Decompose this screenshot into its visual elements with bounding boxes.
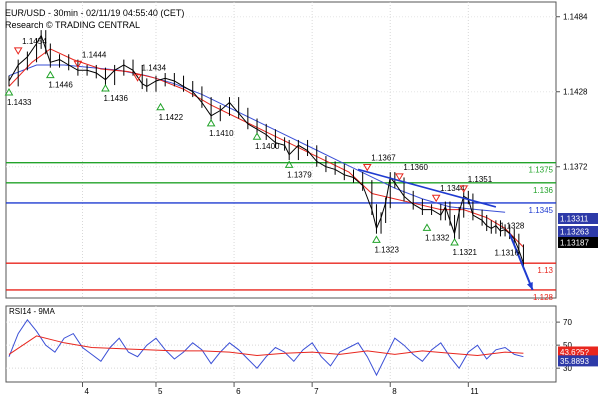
rsi-axis-tag-label: 35.8893 <box>560 357 589 366</box>
forecast-arrow-head <box>526 281 533 290</box>
swing-high-marker <box>395 173 404 181</box>
swing-low-label: 1.1410 <box>209 129 234 138</box>
x-tick-label: 8 <box>392 387 397 396</box>
price-panel-frame <box>5 1 557 299</box>
swing-high-marker <box>431 194 441 203</box>
rsi-y-tick-label: 50 <box>563 341 572 350</box>
swing-low-marker <box>101 84 110 92</box>
swing-low-marker <box>156 102 165 111</box>
swing-low-marker <box>284 160 294 168</box>
price-axis-tag-label: 1.13263 <box>560 228 589 237</box>
swing-low-marker <box>4 88 14 96</box>
level-label-resistance: 1.136 <box>533 186 554 195</box>
price-axis-tag <box>558 213 598 224</box>
swing-low-marker <box>206 118 216 127</box>
minor-high-label: 1.1328 <box>500 222 525 231</box>
swing-low-label: 1.1400 <box>255 142 280 151</box>
rsi-panel-title: RSI14 - 9MA <box>9 307 55 316</box>
resistance-trendline <box>357 168 497 208</box>
x-tick-label: 11 <box>470 387 479 396</box>
swing-low-label: 1.1422 <box>159 113 184 122</box>
swing-high-marker <box>362 163 372 172</box>
price-y-tick-label: 1.1428 <box>563 88 588 97</box>
price-axis-tag <box>558 226 598 237</box>
swing-high-marker <box>73 60 83 69</box>
ma-fast-line <box>8 48 524 248</box>
swing-low-label: 1.1323 <box>374 245 399 254</box>
x-tick-label: 7 <box>314 387 319 396</box>
swing-low-label: 1.1433 <box>7 98 32 107</box>
swing-low-label: 1.1436 <box>103 94 128 103</box>
rsi-y-tick-label: 70 <box>563 318 572 327</box>
rsi-axis-tag <box>558 355 598 367</box>
swing-high-label: 1.1444 <box>82 50 107 59</box>
level-label-pivot: 1.1345 <box>529 206 554 215</box>
x-tick-label: 4 <box>84 387 89 396</box>
rsi-panel-frame <box>5 305 557 383</box>
rsi-axis-tag <box>558 346 598 358</box>
swing-high-marker <box>459 185 469 193</box>
price-axis-tag <box>558 237 598 248</box>
swing-low-marker <box>252 132 262 140</box>
chart-title: EUR/USD - 30min - 02/11/19 04:55:40 (CET… <box>5 8 185 18</box>
swing-high-label: 1.1351 <box>468 175 493 184</box>
swing-low-marker <box>422 223 432 231</box>
swing-low-label: 1.1379 <box>287 170 312 179</box>
rsi-axis-tag-label: 43.6?5? <box>560 348 589 357</box>
swing-high-label: 1.1434 <box>142 64 167 73</box>
level-label-resistance: 1.1375 <box>529 166 554 175</box>
rsi-y-tick-label: 30 <box>563 364 572 373</box>
swing-high-label: 1.1360 <box>403 163 428 172</box>
swing-high-label: 1.1344 <box>440 184 465 193</box>
chart-source: Research © TRADING CENTRAL <box>5 20 140 30</box>
swing-high-label: 1.1454 <box>22 37 47 46</box>
price-axis-tag-label: 1.13187 <box>560 239 589 248</box>
minor-low-label: 1.1316 <box>494 249 519 258</box>
level-label-support: 1.13 <box>537 266 553 275</box>
swing-low-marker <box>45 70 55 79</box>
price-line <box>8 34 524 264</box>
x-tick-label: 5 <box>158 387 163 396</box>
x-tick-label: 6 <box>236 387 241 396</box>
rsi-ma-line <box>8 335 524 357</box>
price-y-tick-label: 1.1484 <box>563 13 588 22</box>
forecast-arrow-shaft <box>508 233 534 291</box>
swing-low-marker <box>450 238 459 246</box>
swing-low-label: 1.1446 <box>48 81 73 90</box>
price-y-tick-label: 1.1372 <box>563 163 588 172</box>
level-label-support: 1.128 <box>533 293 554 302</box>
price-axis-tag-label: 1.13311 <box>560 215 589 224</box>
swing-high-marker <box>13 47 23 55</box>
swing-high-label: 1.1367 <box>371 153 396 162</box>
swing-low-marker <box>372 235 381 243</box>
rsi-line <box>8 318 524 377</box>
swing-low-label: 1.1321 <box>453 248 478 257</box>
swing-high-marker <box>133 74 142 82</box>
swing-low-label: 1.1332 <box>425 233 450 242</box>
